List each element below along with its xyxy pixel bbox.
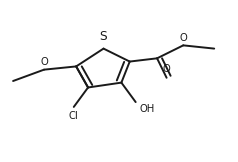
Text: O: O <box>179 33 187 43</box>
Text: Cl: Cl <box>69 111 79 121</box>
Text: OH: OH <box>139 104 154 114</box>
Text: S: S <box>100 30 107 43</box>
Text: O: O <box>40 57 48 67</box>
Text: O: O <box>163 64 170 74</box>
